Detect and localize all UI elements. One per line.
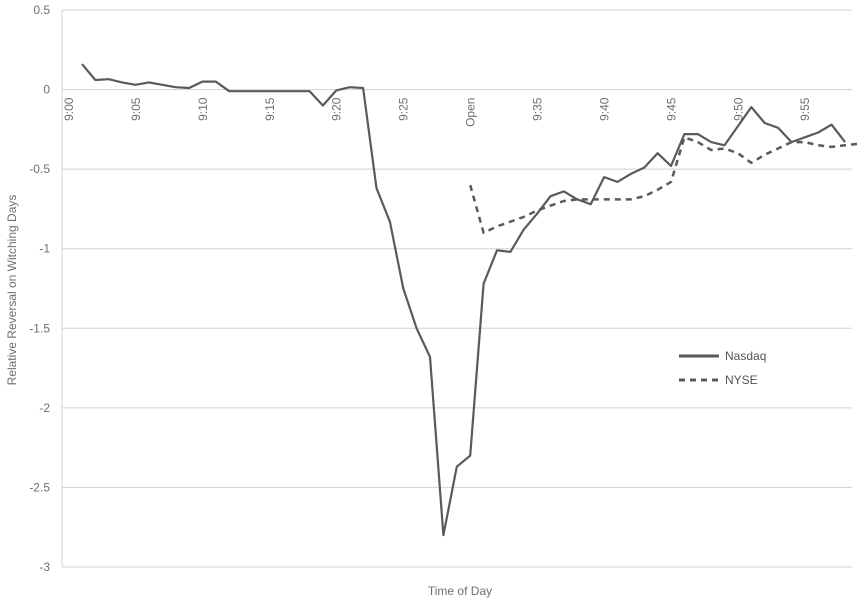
x-tick-label: 9:40 xyxy=(597,97,611,121)
x-tick-labels: 9:00 9:05 9:10 9:15 9:20 9:25 Open 9:35 9:40 9:45… xyxy=(62,97,812,127)
y-tick-label: -2.5 xyxy=(29,480,50,494)
y-tick-label: 0.5 xyxy=(33,3,50,17)
series-lines xyxy=(81,63,859,537)
x-tick-label: 9:05 xyxy=(129,97,143,121)
y-tick-label: 0 xyxy=(43,83,50,97)
gridlines xyxy=(61,9,852,568)
x-tick-label: Open xyxy=(464,98,478,127)
series-line-nyse xyxy=(468,136,859,235)
x-tick-label: 9:45 xyxy=(664,97,678,121)
legend: Nasdaq NYSE xyxy=(679,349,766,387)
x-tick-label: 9:10 xyxy=(196,97,210,121)
x-tick-label: 9:25 xyxy=(397,97,411,121)
x-tick-label: 9:00 xyxy=(62,97,76,121)
x-tick-label: 9:15 xyxy=(263,97,277,121)
y-tick-label: -1 xyxy=(39,242,50,256)
y-tick-label: -3 xyxy=(39,560,50,574)
legend-label-nasdaq: Nasdaq xyxy=(725,349,766,363)
y-tick-label: -1.5 xyxy=(29,321,50,335)
x-tick-label: 9:20 xyxy=(330,97,344,121)
x-tick-label: 9:55 xyxy=(798,97,812,121)
y-tick-label: -0.5 xyxy=(29,162,50,176)
x-tick-label: 9:35 xyxy=(531,97,545,121)
x-axis-title: Time of Day xyxy=(428,584,492,598)
y-axis-title: Relative Reversal on Witching Days xyxy=(5,195,19,386)
y-tick-labels: 0.5 0 -0.5 -1 -1.5 -2 -2.5 -3 xyxy=(29,3,50,574)
series-line-nasdaq xyxy=(81,63,846,537)
x-tick-label: 9:50 xyxy=(731,97,745,121)
legend-label-nyse: NYSE xyxy=(725,373,758,387)
y-tick-label: -2 xyxy=(39,401,50,415)
